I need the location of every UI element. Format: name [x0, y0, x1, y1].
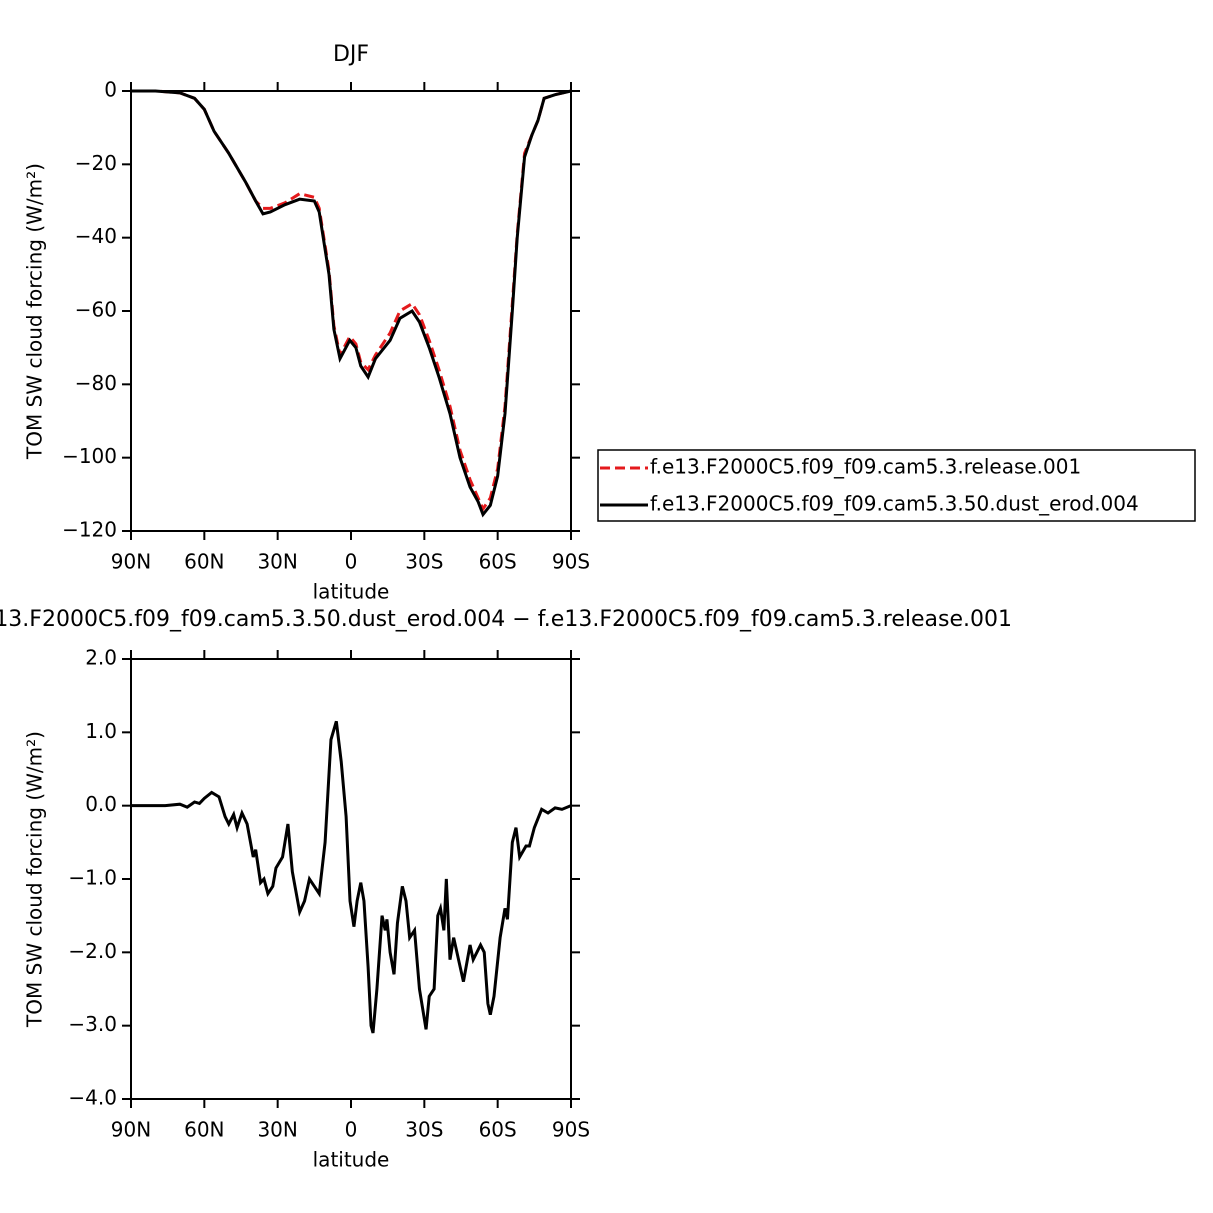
- y-tick-label: −120: [62, 518, 117, 542]
- y-tick-label: −60: [75, 298, 117, 322]
- x-axis-label: latitude: [313, 1148, 390, 1172]
- x-tick-label: 60S: [479, 1118, 517, 1142]
- x-tick-label: 30N: [257, 550, 297, 574]
- data-line: [131, 89, 572, 513]
- x-tick-label: 60N: [184, 1118, 224, 1142]
- y-tick-label: −40: [75, 224, 117, 248]
- chart-title: DJF: [333, 42, 369, 67]
- plot-frame: [130, 658, 572, 1100]
- x-tick-label: 30N: [257, 1118, 297, 1142]
- y-tick-label: −80: [75, 371, 117, 395]
- x-tick-label: 90S: [552, 550, 590, 574]
- y-tick-label: −2.0: [68, 939, 117, 963]
- x-axis-label: latitude: [313, 580, 390, 604]
- plot-frame: [130, 90, 572, 532]
- y-tick-label: 2.0: [85, 646, 117, 670]
- y-axis-label: TOM SW cloud forcing (W/m²): [23, 731, 47, 1028]
- y-tick-label: −100: [62, 444, 117, 468]
- x-tick-label: 90N: [111, 1118, 151, 1142]
- y-axis-label: TOM SW cloud forcing (W/m²): [23, 163, 47, 460]
- x-tick-label: 0: [345, 1118, 358, 1142]
- legend-label: f.e13.F2000C5.f09_f09.cam5.3.release.001: [650, 455, 1081, 479]
- data-line: [131, 89, 572, 518]
- x-tick-label: 30S: [405, 1118, 443, 1142]
- legend: f.e13.F2000C5.f09_f09.cam5.3.release.001…: [597, 449, 1196, 522]
- y-tick-label: −20: [75, 151, 117, 175]
- y-tick-label: −3.0: [68, 1012, 117, 1036]
- legend-label: f.e13.F2000C5.f09_f09.cam5.3.50.dust_ero…: [650, 492, 1139, 516]
- y-tick-label: −4.0: [68, 1086, 117, 1110]
- y-tick-label: 0: [104, 78, 117, 102]
- x-tick-label: 0: [345, 550, 358, 574]
- legend-box: [597, 449, 1196, 522]
- x-tick-label: 60N: [184, 550, 224, 574]
- x-tick-label: 90S: [552, 1118, 590, 1142]
- y-tick-label: 0.0: [85, 792, 117, 816]
- x-tick-label: 30S: [405, 550, 443, 574]
- x-tick-label: 90N: [111, 550, 151, 574]
- y-tick-label: −1.0: [68, 866, 117, 890]
- y-tick-label: 1.0: [85, 719, 117, 743]
- chart-title: f.e13.F2000C5.f09_f09.cam5.3.50.dust_ero…: [0, 607, 1012, 632]
- data-line: [131, 720, 572, 1034]
- x-tick-label: 60S: [479, 550, 517, 574]
